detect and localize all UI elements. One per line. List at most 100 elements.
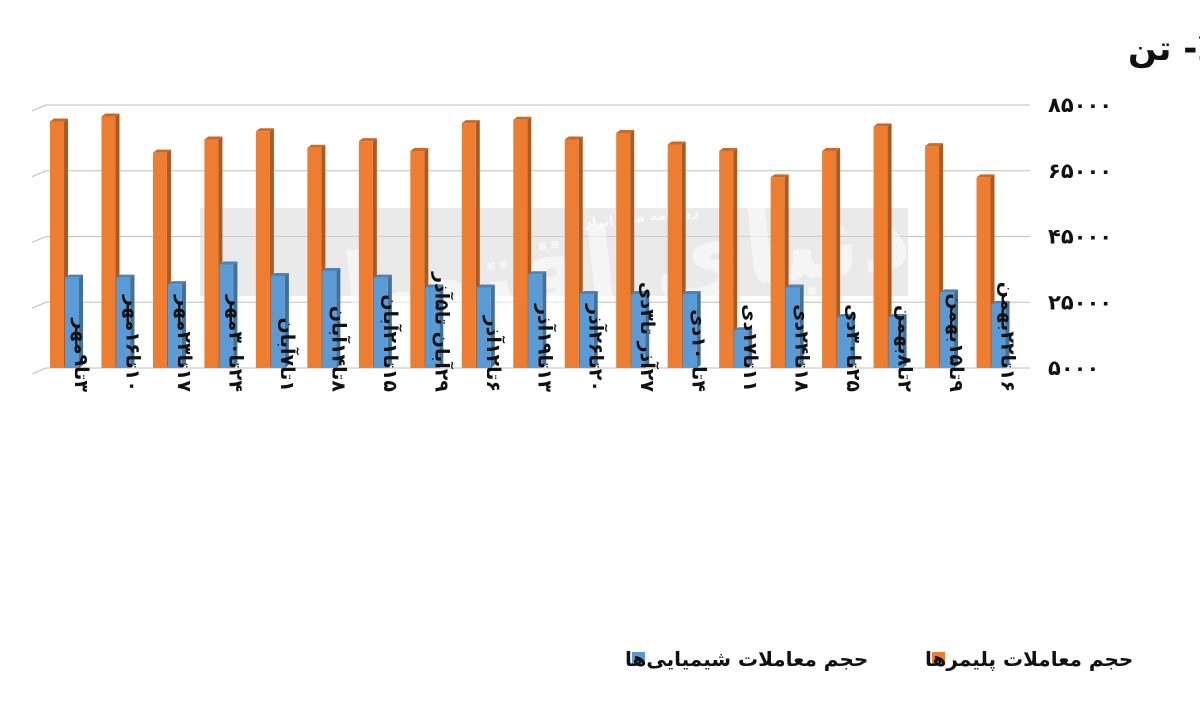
bar-side [851,314,856,368]
bar-front [888,317,903,368]
bar-side [490,284,495,368]
bar-top [616,129,635,133]
bar-top [461,120,480,124]
bar-side [733,148,738,368]
bar-top [255,128,274,132]
gridline-edge [31,104,47,112]
bar-front [667,144,682,368]
x-category-label: ۱۷تا۲۳مهر [173,294,195,392]
gridline-edge [31,236,47,243]
bar-front [219,264,234,368]
bar-front [307,147,322,368]
bar-top [822,148,841,152]
bar-top [476,284,495,288]
bar-side [284,272,289,368]
gridline-edge [31,170,47,178]
chart-title: حجم معاملات هفتگی محصولات پتروشیمیایی بو… [1128,29,1200,69]
legend-swatch [932,652,945,665]
bar-front [785,287,800,368]
bar-chemicals [528,271,547,368]
bar-front [940,292,955,368]
bar-top [940,289,959,293]
bar-top [667,141,686,145]
bar-top [631,291,650,295]
bar-front [270,275,285,368]
bar-top [116,274,135,278]
bar-top [373,274,392,278]
bar-chemicals [940,289,959,368]
legend: حجم معاملات پلیمرها حجم معاملات شیمیایی‌ه… [625,647,1133,672]
bar-chemicals [476,284,495,368]
bar-top [358,138,377,142]
bar-top [65,274,83,278]
bar-top [925,143,944,147]
bar-side [696,291,701,368]
bar-top [307,144,326,148]
bar-side [181,281,186,368]
y-tick-label: ۲۵۰۰۰ [1048,290,1112,314]
x-category-label: ۱۸تا۲۴دی [791,304,813,392]
bar-side [1005,300,1010,368]
bar-side [387,274,392,368]
bar-front [204,139,219,368]
bar-chemicals [579,291,598,368]
bar-front [513,119,528,368]
bar-top [513,116,532,120]
bar-side [645,291,650,368]
x-category-label: ۲۵تا۳۰دی [842,304,864,392]
bar-front [101,116,116,368]
bar-chemicals [631,291,650,368]
bar-top [888,314,907,318]
y-tick-label: ۶۵۰۰۰ [1048,159,1112,183]
bar-front [358,141,373,368]
bar-front [255,131,270,368]
x-category-label: ۹تا۱۵بهمن [945,293,967,392]
bar-top [770,174,789,178]
x-category-label: ۱۱تا۱۷دی [739,304,761,392]
x-category-label: ۱۵تا۲۱آبان [379,294,403,392]
bar-front [616,132,631,368]
bar-side [887,123,892,369]
x-category-label: ۴تا ۱۰دی [688,309,710,392]
bar-front [976,177,991,368]
bar-top [528,271,547,275]
bar-side [902,314,907,368]
bar-front [682,294,697,368]
x-category-label: ۱۶تا۲۲بهمن [997,282,1019,392]
bar-top [873,123,892,127]
x-category-label: ۲۹آبان تا۵آذر [430,271,454,392]
x-category-label: ۳تا۹مهر [70,317,92,392]
x-category-label: ۲۷آذر تا۳دی [636,282,660,392]
bar-top [101,113,120,117]
bar-chemicals [65,274,83,368]
bar-front [925,146,940,368]
x-category-label: ۱تا۷آبان [276,318,300,393]
bar-front [322,271,337,368]
bar-chemicals [373,274,392,368]
bar-top [322,268,341,272]
bars [50,113,1010,369]
bar-side [954,289,959,368]
x-category-label: ۱۰تا۱۶مهر [121,294,143,392]
gridline-edge [31,301,47,309]
bar-top [425,284,444,288]
bar-side [748,327,753,368]
bar-front [873,126,888,369]
bar-top [785,284,804,288]
y-axis-ticks: ۵۰۰۰ ۲۵۰۰۰ ۴۵۰۰۰ ۶۵۰۰۰ ۸۵۰۰۰ [1048,93,1112,380]
bar-front [719,151,734,368]
legend-label: حجم معاملات شیمیایی‌ها [625,647,868,671]
bar-chemicals [425,284,444,368]
bar-front [152,152,167,368]
bar-front [579,294,594,368]
bar-chemicals [785,284,804,368]
bar-chemicals [322,268,341,368]
bar-top [837,314,856,318]
bar-front [822,151,837,368]
y-tick-label: ۵۰۰۰ [1048,356,1099,380]
x-category-label: ۲تا۸بهمن [894,305,916,392]
bar-front [734,330,749,368]
bar-top [270,272,289,276]
bar-top [152,149,171,153]
